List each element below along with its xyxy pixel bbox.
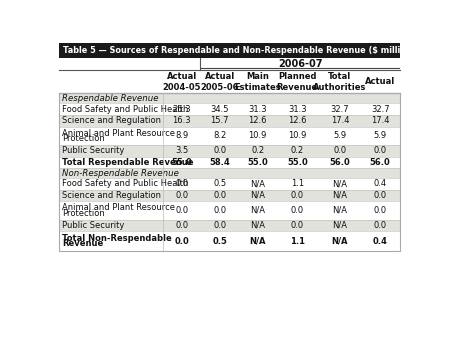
Text: 0.0: 0.0 [374,146,387,155]
Text: Public Security: Public Security [63,221,125,230]
Text: 17.4: 17.4 [331,116,349,125]
Text: 0.0: 0.0 [213,206,226,215]
Text: Non-Respendable Revenue: Non-Respendable Revenue [63,169,179,178]
Text: Actual: Actual [365,77,395,86]
FancyBboxPatch shape [59,231,400,251]
FancyBboxPatch shape [59,145,400,157]
FancyBboxPatch shape [59,93,400,103]
Text: 0.2: 0.2 [291,146,304,155]
Text: 0.5: 0.5 [212,237,227,246]
Text: Food Safety and Public Health: Food Safety and Public Health [63,105,189,114]
FancyBboxPatch shape [59,157,400,168]
Text: 0.2: 0.2 [251,146,264,155]
Text: Science and Regulation: Science and Regulation [63,191,162,200]
FancyBboxPatch shape [59,115,400,126]
Text: 8.2: 8.2 [213,131,226,140]
Text: Main
Estimates: Main Estimates [234,72,281,92]
Text: 3.5: 3.5 [175,146,189,155]
Text: 0.0: 0.0 [213,146,226,155]
Text: 32.7: 32.7 [371,105,390,114]
Text: 56.0: 56.0 [370,158,391,167]
FancyBboxPatch shape [59,220,400,231]
Text: Animal and Plant Resource: Animal and Plant Resource [63,129,176,138]
Text: N/A: N/A [333,221,347,230]
Text: N/A: N/A [250,221,265,230]
Text: 0.0: 0.0 [175,206,189,215]
FancyBboxPatch shape [59,201,400,220]
Text: 17.4: 17.4 [371,116,389,125]
Text: 56.0: 56.0 [329,158,350,167]
FancyBboxPatch shape [59,58,400,70]
Text: 10.9: 10.9 [288,131,306,140]
Text: 0.0: 0.0 [175,179,189,189]
Text: Table 5 — Sources of Respendable and Non-Respendable Revenue ($ millions): Table 5 — Sources of Respendable and Non… [63,46,420,55]
FancyBboxPatch shape [59,178,400,190]
Text: N/A: N/A [250,191,265,200]
Text: 12.6: 12.6 [248,116,267,125]
Text: Planned
Revenue: Planned Revenue [277,72,318,92]
FancyBboxPatch shape [59,126,400,145]
Text: 0.0: 0.0 [291,191,304,200]
Text: 34.5: 34.5 [211,105,229,114]
FancyBboxPatch shape [59,70,400,93]
Text: 10.9: 10.9 [248,131,267,140]
Text: 0.0: 0.0 [175,237,189,246]
Text: Science and Regulation: Science and Regulation [63,116,162,125]
Text: 55.0: 55.0 [287,158,308,167]
Text: 0.0: 0.0 [374,206,387,215]
Text: N/A: N/A [250,179,265,189]
Text: Revenue: Revenue [63,240,104,248]
Text: 32.7: 32.7 [331,105,349,114]
Text: 16.3: 16.3 [172,116,191,125]
Text: Food Safety and Public Health: Food Safety and Public Health [63,179,189,189]
Text: 1.1: 1.1 [290,237,305,246]
Text: 0.4: 0.4 [373,237,387,246]
Text: Total Non-Respendable: Total Non-Respendable [63,234,172,243]
Text: 0.0: 0.0 [291,221,304,230]
Text: N/A: N/A [333,191,347,200]
Text: N/A: N/A [249,237,266,246]
Text: Respendable Revenue: Respendable Revenue [63,94,159,103]
Text: 0.4: 0.4 [374,179,387,189]
Text: 31.3: 31.3 [248,105,267,114]
Text: 5.9: 5.9 [374,131,387,140]
Text: Actual
2004-05: Actual 2004-05 [162,72,201,92]
Text: N/A: N/A [250,206,265,215]
FancyBboxPatch shape [59,190,400,201]
Text: 15.7: 15.7 [211,116,229,125]
Text: 2006-07: 2006-07 [278,59,323,69]
FancyBboxPatch shape [59,103,400,115]
Text: 5.9: 5.9 [333,131,346,140]
Text: Actual
2005-06: Actual 2005-06 [201,72,239,92]
Text: 1.1: 1.1 [291,179,304,189]
Text: 0.0: 0.0 [374,221,387,230]
Text: Animal and Plant Resource: Animal and Plant Resource [63,203,176,212]
Text: 12.6: 12.6 [288,116,306,125]
Text: Public Security: Public Security [63,146,125,155]
Text: N/A: N/A [333,179,347,189]
Text: Protection: Protection [63,134,105,143]
Text: 8.9: 8.9 [175,131,189,140]
Text: Protection: Protection [63,209,105,218]
Text: 26.3: 26.3 [172,105,191,114]
Text: 0.0: 0.0 [333,146,346,155]
Text: 0.0: 0.0 [175,221,189,230]
FancyBboxPatch shape [59,43,400,58]
Text: 0.0: 0.0 [291,206,304,215]
Text: 31.3: 31.3 [288,105,306,114]
Text: 55.0: 55.0 [248,158,268,167]
Text: N/A: N/A [332,237,348,246]
Text: Total Respendable Revenue: Total Respendable Revenue [63,158,194,167]
Text: 58.4: 58.4 [209,158,230,167]
Text: 0.0: 0.0 [374,191,387,200]
Text: N/A: N/A [333,206,347,215]
Text: Total
Authorities: Total Authorities [313,72,367,92]
Text: 0.0: 0.0 [175,191,189,200]
Text: 0.0: 0.0 [213,221,226,230]
Text: 0.0: 0.0 [213,191,226,200]
FancyBboxPatch shape [59,168,400,178]
Text: 55.0: 55.0 [171,158,192,167]
Text: 0.5: 0.5 [213,179,226,189]
